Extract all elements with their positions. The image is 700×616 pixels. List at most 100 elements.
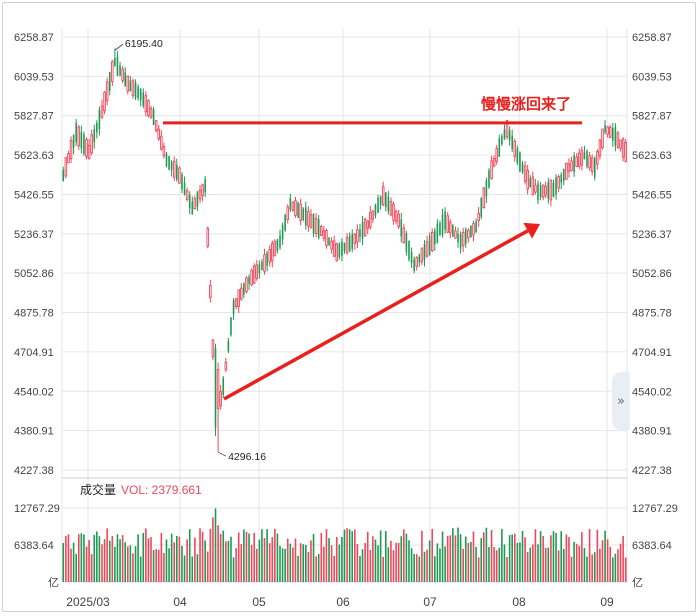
candle-body <box>381 186 385 206</box>
candle-body <box>325 230 328 246</box>
volume-bar <box>379 530 382 582</box>
candle-body <box>397 213 400 228</box>
volume-bar <box>480 538 483 582</box>
volume-bar <box>237 532 240 582</box>
volume-bar <box>426 549 428 582</box>
volume-bar <box>165 539 168 582</box>
candle-body <box>165 153 168 166</box>
volume-bar <box>547 547 550 582</box>
candle-body <box>526 169 529 190</box>
candle-body <box>204 179 206 193</box>
candle-body <box>614 126 617 146</box>
price-tick-label-left: 5052.86 <box>14 268 54 280</box>
volume-bar <box>472 531 475 582</box>
candle-body <box>343 242 346 251</box>
volume-bar <box>188 529 191 582</box>
volume-bar <box>80 533 83 582</box>
candle-body <box>147 100 150 117</box>
candle-body <box>452 225 454 237</box>
volume-bar <box>382 556 384 582</box>
volume-bar <box>163 553 165 582</box>
candle-body <box>459 234 462 249</box>
volume-bar <box>77 534 80 582</box>
volume-bar <box>395 542 397 582</box>
volume-bar <box>477 557 480 582</box>
candle-body <box>237 289 240 307</box>
candle-body <box>537 183 539 201</box>
candle-body <box>170 162 173 170</box>
candle-body <box>77 126 81 147</box>
candle-body <box>590 157 594 172</box>
low-price-label: 4296.16 <box>228 451 266 463</box>
candle-body <box>230 317 232 336</box>
candle-body <box>454 230 457 239</box>
candle-body <box>111 61 114 82</box>
volume-bar <box>570 556 573 582</box>
volume-bar <box>560 531 563 582</box>
candle-body <box>539 185 542 198</box>
volume-bar <box>227 540 230 582</box>
volume-bar <box>346 528 348 582</box>
candle-body <box>562 168 565 181</box>
price-tick-label-left: 4704.91 <box>14 347 54 359</box>
volume-bar <box>583 547 586 582</box>
volume-bar <box>343 529 346 582</box>
candle-body <box>359 229 361 237</box>
candle-body <box>475 221 477 233</box>
candle-body <box>505 119 509 138</box>
volume-bar <box>297 555 299 582</box>
volume-bar <box>338 544 341 582</box>
candle-body <box>289 198 292 210</box>
candle-body <box>299 203 302 221</box>
candle-body <box>557 176 560 189</box>
volume-title: 成交量 <box>80 482 116 497</box>
candle-body <box>198 189 202 200</box>
expand-panel-handle[interactable]: » <box>612 372 630 430</box>
volume-bar <box>230 536 232 582</box>
month-tick-label: 06 <box>336 595 350 609</box>
volume-bar <box>513 533 516 582</box>
volume-bar <box>495 550 498 582</box>
candle-body <box>363 219 367 236</box>
volume-bar <box>312 533 315 582</box>
volume-bar <box>436 543 439 582</box>
candle-body <box>124 72 127 87</box>
volume-bar <box>114 546 116 582</box>
candle-body <box>90 134 93 154</box>
candle-body <box>413 259 415 271</box>
volume-bar <box>72 542 75 582</box>
volume-bar <box>452 528 454 582</box>
candle-body <box>209 285 212 298</box>
volume-bar <box>617 549 619 582</box>
volume-bar <box>155 549 157 582</box>
candle-body <box>549 179 553 201</box>
candle-body <box>196 191 199 207</box>
volume-bar <box>364 543 366 582</box>
volume-bar <box>255 548 258 582</box>
volume-bar <box>354 529 356 582</box>
candle-body <box>93 129 96 142</box>
volume-bar <box>129 545 132 582</box>
candle-body <box>129 80 132 92</box>
candle-body <box>470 225 472 238</box>
candle-body <box>211 339 215 358</box>
candle-body <box>593 157 596 178</box>
candle-body <box>444 211 446 230</box>
candle-body <box>309 214 313 229</box>
candle-body <box>266 252 268 266</box>
candle-body <box>361 221 364 239</box>
candle-body <box>573 155 575 172</box>
volume-bar <box>126 546 129 582</box>
volume-bar <box>307 551 310 582</box>
candle-body <box>544 185 547 196</box>
candle-body <box>168 156 170 170</box>
candle-body <box>157 128 160 140</box>
candle-body <box>418 254 421 263</box>
candle-body <box>98 110 101 130</box>
candle-body <box>338 243 341 258</box>
candle-body <box>291 201 295 211</box>
volume-bar <box>498 547 501 582</box>
volume-bar <box>328 538 330 582</box>
candle-body <box>172 160 176 178</box>
